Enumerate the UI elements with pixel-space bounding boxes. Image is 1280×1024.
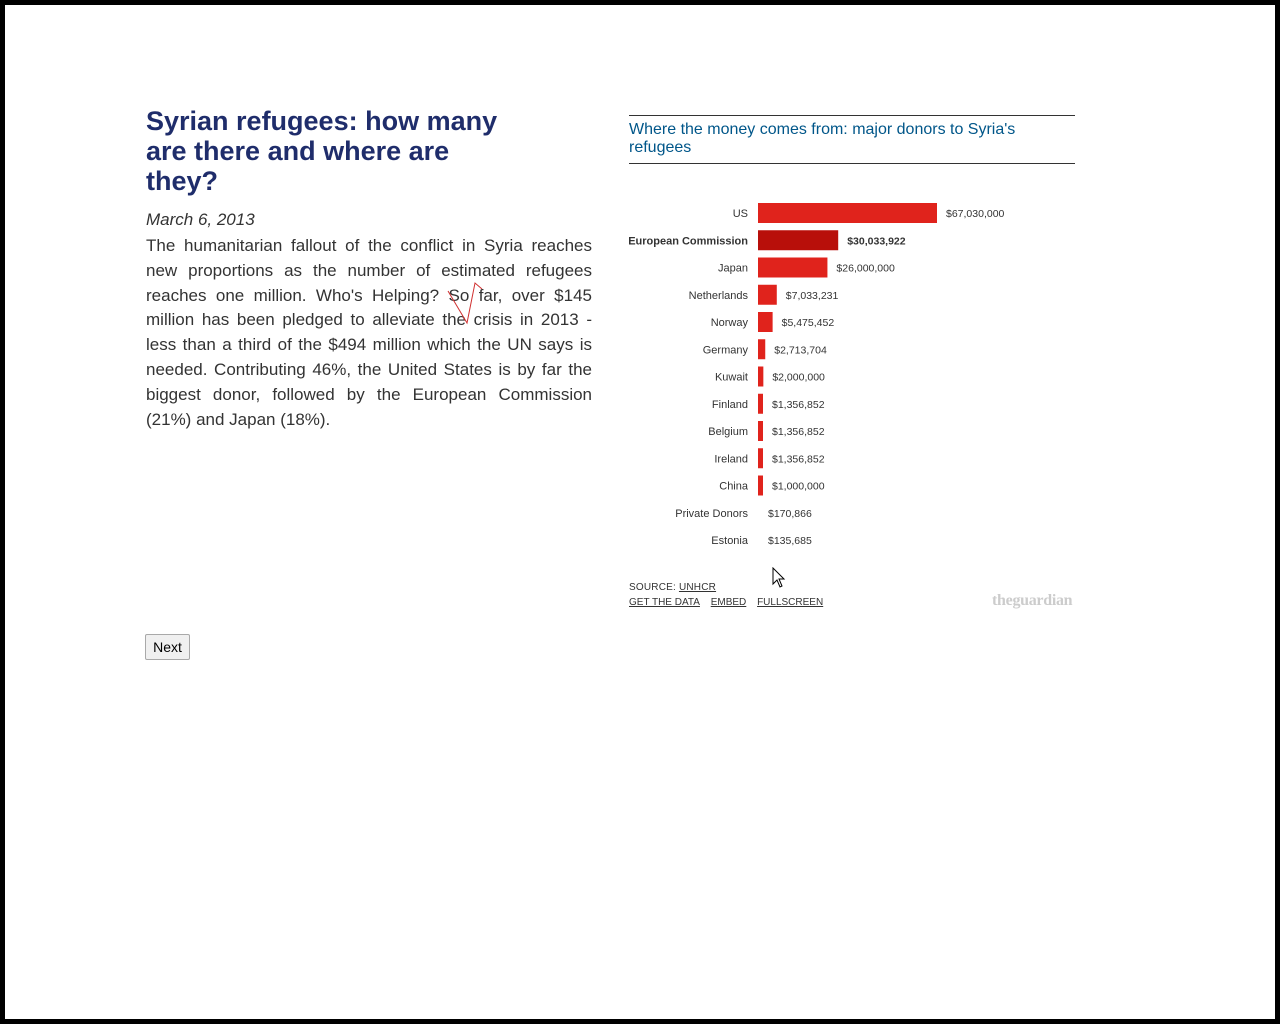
bar-value-label: $1,000,000	[772, 481, 825, 493]
source-prefix: SOURCE:	[629, 582, 679, 593]
bar-category-label: US	[733, 208, 748, 220]
bar[interactable]	[758, 203, 937, 223]
bar-value-label: $30,033,922	[847, 235, 906, 247]
bar[interactable]	[758, 257, 828, 278]
bar[interactable]	[758, 421, 763, 441]
get-the-data-link[interactable]: GET THE DATA	[629, 597, 700, 608]
bar-value-label: $170,866	[768, 508, 812, 520]
bar-category-label: Netherlands	[689, 290, 749, 302]
mouse-cursor-icon	[772, 567, 786, 588]
page: Syrian refugees: how many are there and …	[5, 5, 1275, 1019]
bar-value-label: $67,030,000	[946, 208, 1005, 220]
bar[interactable]	[758, 284, 777, 305]
bar-value-label: $2,713,704	[774, 344, 827, 356]
bar-category-label: European Commission	[629, 235, 748, 247]
article-date: March 6, 2013	[146, 210, 255, 229]
fullscreen-link[interactable]: FULLSCREEN	[757, 597, 824, 608]
bar-category-label: China	[719, 481, 749, 493]
bar[interactable]	[758, 339, 766, 360]
bar[interactable]	[758, 448, 763, 469]
article: Syrian refugees: how many are there and …	[146, 106, 592, 432]
bar[interactable]	[758, 393, 763, 414]
bar[interactable]	[758, 366, 764, 387]
bar-value-label: $5,475,452	[782, 317, 835, 329]
chart-links: GET THE DATA EMBED FULLSCREEN	[629, 597, 831, 608]
bar-value-label: $1,356,852	[772, 399, 825, 411]
bar-category-label: Norway	[711, 317, 749, 329]
bar-category-label: Belgium	[708, 426, 748, 438]
donors-chart-panel: Where the money comes from: major donors…	[629, 115, 1079, 615]
chart-source: SOURCE: UNHCR	[629, 582, 716, 593]
bar[interactable]	[758, 312, 773, 332]
next-button[interactable]: Next	[145, 634, 190, 660]
bar-category-label: Kuwait	[715, 372, 748, 384]
bar-category-label: Japan	[718, 263, 748, 275]
article-body: The humanitarian fallout of the conflict…	[146, 236, 592, 429]
guardian-logo: theguardian	[992, 592, 1073, 610]
bar-category-label: Estonia	[711, 535, 749, 547]
embed-link[interactable]: EMBED	[710, 597, 747, 608]
bar-category-label: Germany	[703, 344, 749, 356]
bar-category-label: Ireland	[714, 453, 748, 465]
logo-guardian: guardian	[1012, 592, 1073, 609]
bar-value-label: $135,685	[768, 535, 812, 547]
bar-value-label: $7,033,231	[786, 290, 839, 302]
chart-top-rule	[629, 115, 1075, 116]
donors-bar-chart: US $67,030,000 European Commission $30,033,…	[629, 203, 1005, 547]
bar-category-label: Finland	[712, 399, 748, 411]
chart-title: Where the money comes from: major donors…	[629, 121, 1016, 156]
bar-category-label: Private Donors	[675, 508, 748, 520]
pen-scribble-mark	[447, 282, 483, 325]
bar-value-label: $26,000,000	[836, 263, 895, 275]
bar-value-label: $1,356,852	[772, 453, 825, 465]
source-link[interactable]: UNHCR	[678, 582, 717, 593]
bar[interactable]	[758, 475, 763, 496]
logo-the: the	[992, 592, 1013, 609]
article-headline: Syrian refugees: how many are there and …	[146, 106, 498, 196]
bar-value-label: $2,000,000	[772, 372, 825, 384]
bar[interactable]	[758, 230, 839, 251]
bar-value-label: $1,356,852	[772, 426, 825, 438]
chart-bottom-rule	[629, 163, 1075, 164]
